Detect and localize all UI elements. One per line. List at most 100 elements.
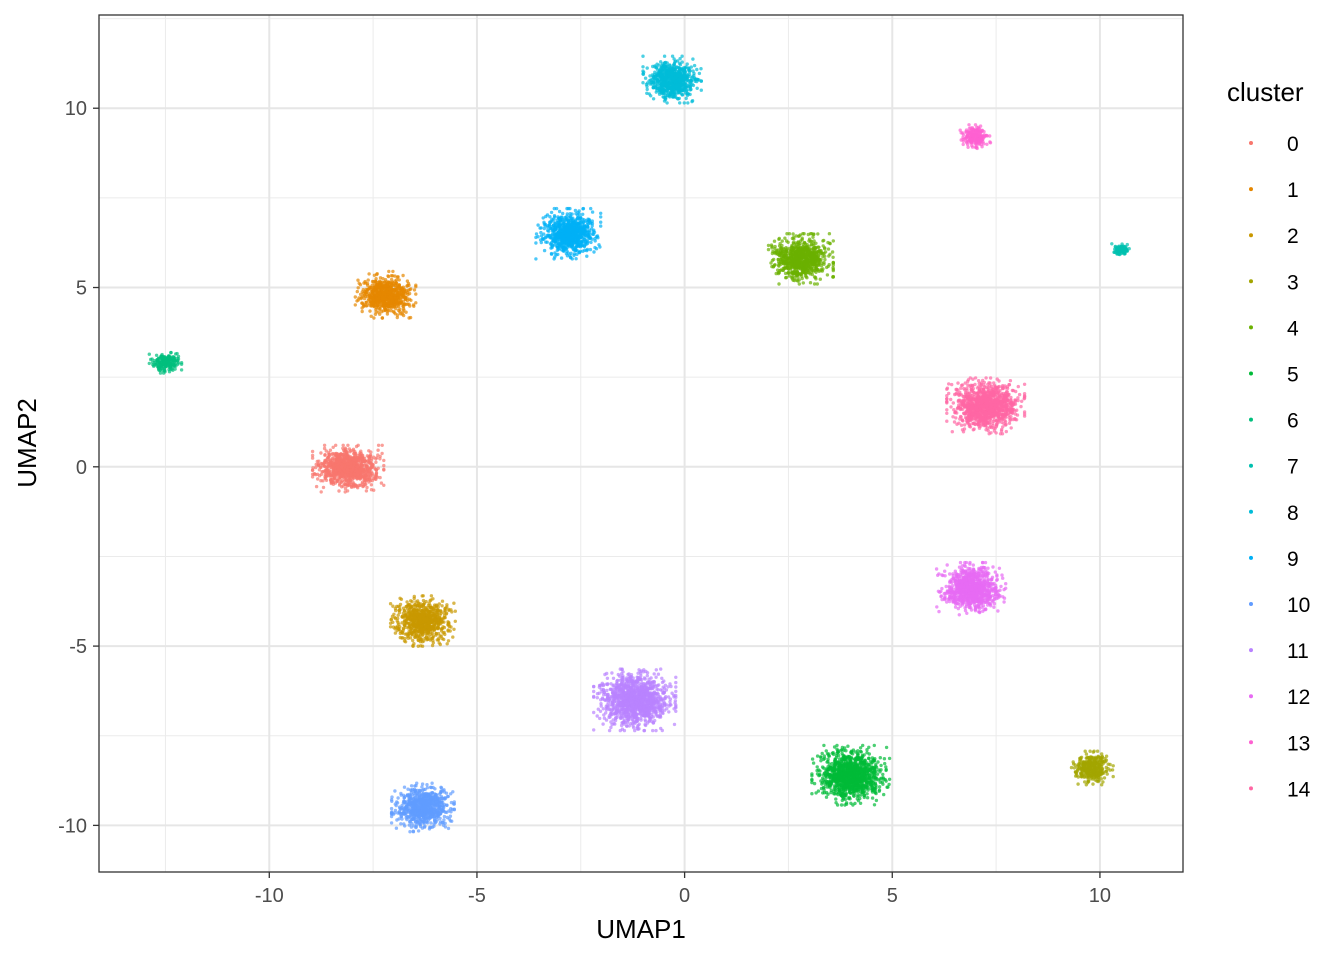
data-point — [394, 307, 398, 311]
data-point — [1104, 765, 1109, 770]
data-point — [399, 297, 403, 301]
data-point — [395, 315, 399, 320]
data-point — [816, 232, 820, 236]
data-point — [786, 251, 790, 255]
data-point — [363, 459, 368, 463]
data-point — [887, 777, 892, 781]
data-point — [1119, 251, 1124, 256]
data-point — [1122, 244, 1127, 249]
data-point — [1104, 769, 1109, 773]
data-point — [810, 780, 814, 785]
data-point — [1090, 773, 1095, 777]
data-point — [400, 614, 405, 618]
data-point — [430, 609, 434, 613]
data-point — [1092, 761, 1097, 765]
data-point — [378, 312, 382, 316]
data-point — [451, 635, 455, 639]
data-point — [819, 269, 823, 273]
data-point — [364, 482, 368, 486]
data-point — [390, 293, 395, 297]
data-point — [369, 314, 373, 318]
data-point — [1111, 764, 1115, 768]
data-point — [831, 266, 835, 270]
data-point — [343, 446, 347, 450]
data-point — [331, 445, 335, 449]
data-point — [373, 467, 378, 471]
data-point — [391, 309, 396, 314]
data-point — [179, 361, 184, 365]
data-point — [328, 465, 333, 469]
data-point — [162, 368, 167, 372]
data-point — [826, 264, 830, 269]
data-point — [330, 452, 334, 457]
data-point — [372, 316, 376, 320]
data-point — [422, 617, 427, 622]
data-point — [374, 306, 378, 310]
data-point — [406, 626, 411, 630]
data-point — [1090, 755, 1095, 759]
data-point — [398, 310, 402, 314]
data-point — [370, 478, 374, 483]
data-point — [367, 459, 371, 463]
data-point — [406, 617, 410, 621]
data-point — [367, 449, 371, 453]
data-point — [317, 459, 321, 463]
data-point — [437, 615, 441, 620]
data-point — [808, 281, 813, 285]
data-point — [772, 263, 777, 267]
data-point — [380, 451, 384, 456]
data-point — [422, 627, 426, 632]
data-point — [156, 366, 161, 371]
data-point — [836, 750, 840, 754]
data-point — [388, 282, 393, 286]
data-point — [393, 606, 398, 611]
data-point — [832, 776, 837, 780]
data-point — [314, 462, 318, 467]
data-point — [1091, 782, 1095, 786]
data-point — [436, 605, 440, 609]
data-point — [1111, 774, 1115, 779]
data-point — [358, 292, 363, 297]
data-point — [396, 613, 400, 617]
data-point — [363, 294, 368, 298]
data-point — [424, 624, 428, 628]
data-point — [841, 753, 845, 757]
data-point — [382, 283, 387, 288]
data-point — [415, 625, 419, 630]
data-point — [341, 484, 345, 488]
data-point — [314, 465, 318, 470]
data-point — [381, 280, 385, 285]
data-point — [1079, 756, 1083, 760]
cluster-1-points — [353, 269, 418, 320]
data-point — [393, 616, 397, 620]
data-point — [856, 780, 861, 784]
data-point — [1088, 749, 1092, 753]
data-point — [416, 599, 420, 603]
data-point — [872, 803, 877, 807]
data-point — [1095, 766, 1099, 770]
data-point — [328, 448, 333, 452]
data-point — [1076, 775, 1081, 779]
data-point — [368, 295, 372, 299]
data-point — [796, 234, 801, 238]
data-point — [316, 477, 320, 481]
data-point — [861, 783, 865, 787]
data-point — [811, 761, 816, 765]
data-point — [824, 795, 829, 799]
data-point — [348, 461, 353, 465]
data-point — [356, 286, 360, 290]
data-point — [412, 619, 416, 623]
data-point — [849, 768, 853, 772]
data-point — [310, 472, 315, 476]
data-point — [374, 460, 378, 464]
data-point — [791, 241, 796, 246]
data-point — [797, 282, 801, 286]
data-point — [427, 605, 431, 609]
data-point — [832, 764, 836, 768]
data-point — [772, 239, 777, 243]
data-point — [1069, 765, 1074, 770]
data-point — [319, 451, 323, 455]
data-point — [811, 235, 815, 239]
data-point — [829, 788, 834, 792]
data-point — [382, 483, 386, 487]
